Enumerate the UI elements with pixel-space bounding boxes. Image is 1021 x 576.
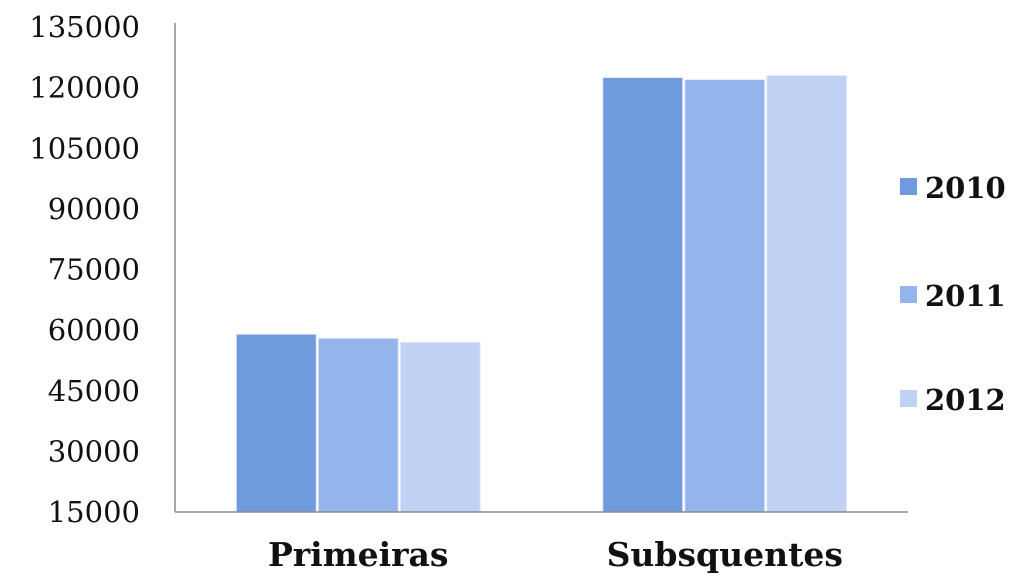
bar-subsquentes-2012 bbox=[766, 75, 848, 513]
bar-primeiras-2012 bbox=[399, 341, 481, 513]
legend-label-2011: 2011 bbox=[925, 279, 1006, 313]
y-tick-label: 45000 bbox=[48, 374, 140, 408]
legend-swatch-2010 bbox=[900, 178, 917, 195]
bar-primeiras-2011 bbox=[317, 337, 399, 513]
bar-subsquentes-2010 bbox=[602, 77, 684, 513]
bar-subsquentes-2011 bbox=[684, 79, 766, 513]
legend-swatch-2011 bbox=[900, 286, 917, 303]
x-tick-label: Primeiras bbox=[268, 535, 449, 574]
legend-label-2012: 2012 bbox=[925, 383, 1006, 417]
y-tick-label: 60000 bbox=[48, 313, 140, 347]
y-tick-labels: 15000 30000 45000 60000 75000 90000 105000 1200… bbox=[29, 10, 140, 529]
legend-swatch-2012 bbox=[900, 390, 917, 407]
y-tick-label: 105000 bbox=[29, 131, 140, 165]
legend: 2010 2011 2012 bbox=[900, 171, 1006, 417]
legend-label-2010: 2010 bbox=[925, 171, 1006, 205]
x-tick-labels: Primeiras Subsquentes bbox=[268, 535, 843, 574]
x-tick-label: Subsquentes bbox=[607, 535, 843, 574]
y-tick-label: 90000 bbox=[48, 192, 140, 226]
y-tick-label: 135000 bbox=[29, 10, 140, 44]
y-tick-label: 30000 bbox=[48, 434, 140, 468]
y-tick-label: 15000 bbox=[48, 495, 140, 529]
bar-primeiras-2010 bbox=[235, 333, 317, 513]
bars-group bbox=[235, 75, 848, 513]
y-tick-label: 120000 bbox=[29, 71, 140, 105]
y-tick-label: 75000 bbox=[48, 253, 140, 287]
